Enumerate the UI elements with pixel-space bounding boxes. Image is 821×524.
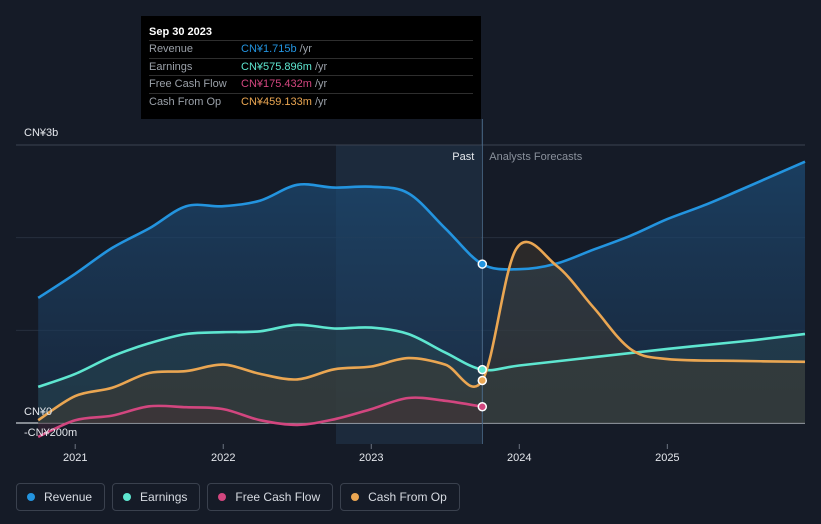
legend-label: Revenue [44,490,93,504]
legend-item-earnings[interactable]: Earnings [112,483,201,511]
tooltip-value: CN¥175.432m [241,78,312,90]
tooltip-unit: /yr [314,95,328,108]
tooltip-row-cash-from-op: Cash From Op CN¥459.133m /yr [149,92,473,111]
tooltip-value: CN¥1.715b [241,43,297,55]
tooltip-row-revenue: Revenue CN¥1.715b /yr [149,40,473,58]
series-areas [38,161,805,437]
tooltip-unit: /yr [314,78,328,90]
legend-dot-icon [218,493,227,501]
tooltip-label: Cash From Op [149,95,222,108]
earnings-area [38,324,805,423]
tooltip-unit: /yr [299,43,312,55]
x-axis: 2021 2022 2023 2024 2025 [63,444,680,464]
legend-dot-icon [123,493,132,501]
y-axis-bottom-label: -CN¥200m [24,427,77,439]
revenue-line [37,160,806,299]
series-markers [477,259,488,412]
legend: Revenue Earnings Free Cash Flow Cash Fro… [16,483,460,511]
x-tick-label: 2022 [211,452,235,464]
free-cash-flow-marker [477,401,488,412]
series-lines [37,160,806,439]
cash-from-op-line [37,240,806,422]
legend-label: Cash From Op [368,490,447,504]
y-axis-top-label: CN¥3b [24,127,58,139]
earnings-marker [477,364,488,375]
tooltip-unit: /yr [314,60,328,73]
forecast-label: Analysts Forecasts [489,151,582,163]
revenue-marker [477,259,488,269]
tooltip: Sep 30 2023 Revenue CN¥1.715b /yr Earnin… [141,16,481,119]
tooltip-value: CN¥575.896m [241,60,312,73]
cash-from-op-marker [477,375,488,386]
y-axis-zero-label: CN¥0 [24,406,52,418]
legend-dot-icon [27,493,35,501]
cash-from-op-area [38,241,805,423]
tooltip-label: Earnings [149,60,193,73]
x-tick-label: 2024 [507,452,531,464]
tooltip-value: CN¥459.133m [241,95,312,108]
legend-label: Free Cash Flow [235,490,321,504]
free-cash-flow-line [37,396,483,439]
tooltip-row-free-cash-flow: Free Cash Flow CN¥175.432m /yr [149,75,473,93]
legend-label: Earnings [140,490,188,504]
legend-item-free-cash-flow[interactable]: Free Cash Flow [207,483,334,511]
tooltip-row-earnings: Earnings CN¥575.896m /yr [149,57,473,76]
past-label: Past [452,151,474,163]
tooltip-date: Sep 30 2023 [149,26,212,38]
tooltip-label: Revenue [149,43,194,55]
x-tick-label: 2023 [359,452,383,464]
legend-item-revenue[interactable]: Revenue [16,483,106,511]
x-tick-label: 2021 [63,452,87,464]
legend-dot-icon [351,493,360,501]
legend-item-cash-from-op[interactable]: Cash From Op [340,483,460,511]
tooltip-label: Free Cash Flow [149,78,227,90]
x-tick-label: 2025 [655,452,679,464]
earnings-line [37,323,806,389]
